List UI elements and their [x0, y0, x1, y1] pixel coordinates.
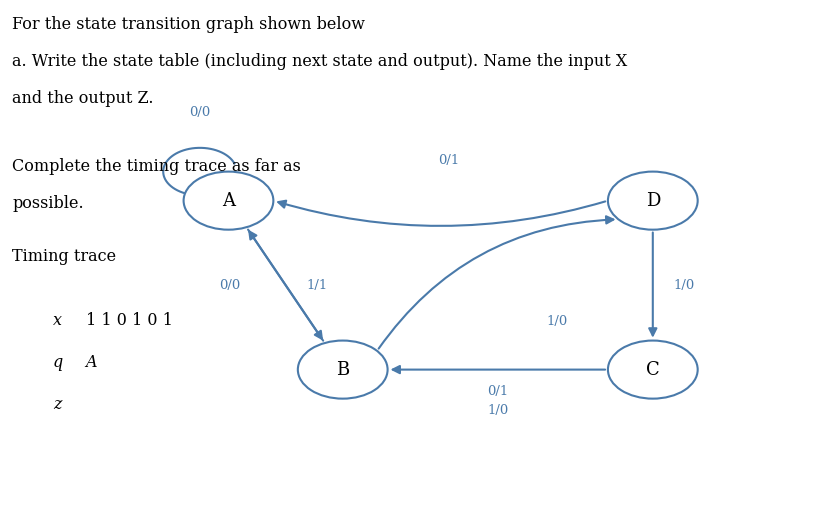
Text: q: q — [53, 354, 64, 371]
Text: a. Write the state table (including next state and output). Name the input X: a. Write the state table (including next… — [12, 53, 628, 70]
Text: C: C — [646, 361, 659, 379]
Text: A: A — [222, 192, 235, 210]
Text: 0/1: 0/1 — [438, 154, 459, 167]
Text: 1/0: 1/0 — [547, 316, 568, 328]
Text: Timing trace: Timing trace — [12, 248, 117, 265]
Text: 1/1: 1/1 — [306, 279, 327, 291]
Text: B: B — [336, 361, 349, 379]
Text: possible.: possible. — [12, 195, 84, 212]
Text: 1/0: 1/0 — [487, 404, 508, 417]
Text: x: x — [53, 312, 62, 328]
Text: 1 1 0 1 0 1: 1 1 0 1 0 1 — [86, 312, 172, 328]
Text: 1/0: 1/0 — [673, 279, 694, 291]
Circle shape — [608, 172, 698, 230]
Text: A: A — [86, 354, 97, 371]
Circle shape — [298, 341, 388, 399]
Circle shape — [184, 172, 273, 230]
Text: 0/0: 0/0 — [189, 106, 211, 119]
Text: z: z — [53, 396, 61, 413]
Text: and the output Z.: and the output Z. — [12, 90, 153, 107]
Text: D: D — [645, 192, 660, 210]
Text: Complete the timing trace as far as: Complete the timing trace as far as — [12, 158, 301, 175]
Text: 0/1: 0/1 — [487, 385, 508, 399]
Circle shape — [608, 341, 698, 399]
Text: 0/0: 0/0 — [220, 279, 241, 291]
Text: For the state transition graph shown below: For the state transition graph shown bel… — [12, 16, 366, 33]
